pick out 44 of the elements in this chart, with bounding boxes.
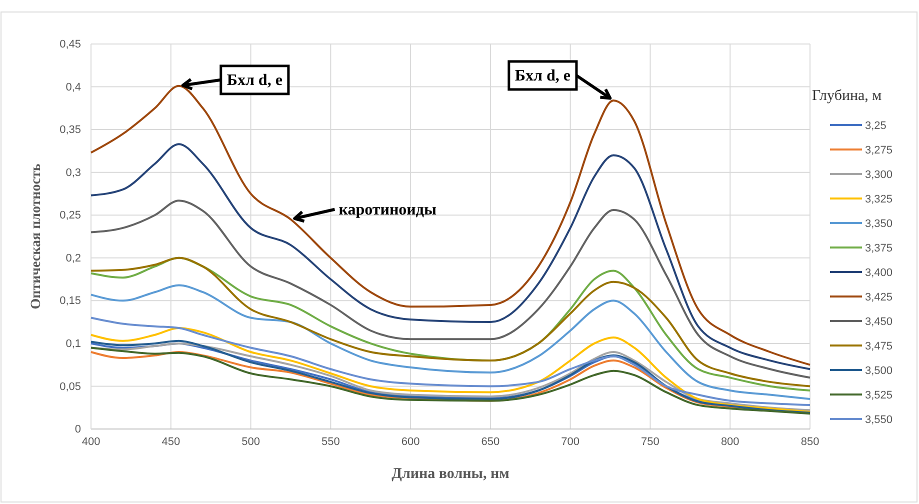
annotation: Бхл d, e [226,72,282,89]
legend-label: 3,500 [865,365,893,377]
y-axis-title: Оптическая плотность [29,163,44,310]
line-series [90,316,811,406]
legend-title: Глубина, м [812,88,882,104]
y-tick-label: 0 [74,424,81,436]
y-tick-label: 0,1 [66,338,81,350]
y-tick-label: 0,05 [60,380,81,393]
x-tick-label: 850 [800,436,820,448]
legend-label: 3,375 [865,242,893,254]
x-tick-label: 650 [481,436,500,448]
legend-label: 3,300 [865,169,893,181]
legend-label: 3,450 [865,316,893,328]
y-tick-label: 0,3 [66,166,81,179]
x-tick-label: 600 [401,436,420,448]
legend-label: 3,400 [865,267,893,279]
y-tick-label: 0,2 [66,252,81,264]
x-tick-label: 700 [561,436,580,448]
y-tick-label: 0,15 [60,295,81,308]
line-series [90,143,811,370]
line-series [90,200,811,379]
legend-label: 3,25 [865,120,886,132]
annotation: Бхл d, e [514,67,570,84]
annotation: каротиноиды [338,201,437,218]
y-tick-label: 0,25 [60,210,81,222]
x-tick-label: 550 [321,436,340,448]
y-tick-label: 0,4 [66,81,81,94]
x-axis-title: Длина волны, нм [392,466,510,482]
legend-label: 3,550 [865,414,893,426]
legend-label: 3,275 [865,144,893,156]
y-tick-label: 0,35 [60,124,81,136]
x-tick-label: 500 [242,436,260,448]
legend-label: 3,425 [865,292,893,304]
line-series [90,327,811,413]
x-tick-label: 400 [82,436,100,448]
y-tick-label: 0,45 [60,38,81,51]
x-tick-label: 800 [720,436,740,448]
legend-label: 3,525 [865,390,893,402]
legend-label: 3,475 [865,340,893,352]
legend-label: 3,325 [865,194,893,206]
line-series [90,284,811,400]
x-tick-label: 750 [641,436,660,448]
x-tick-label: 450 [162,436,180,448]
legend-label: 3,350 [865,218,893,230]
